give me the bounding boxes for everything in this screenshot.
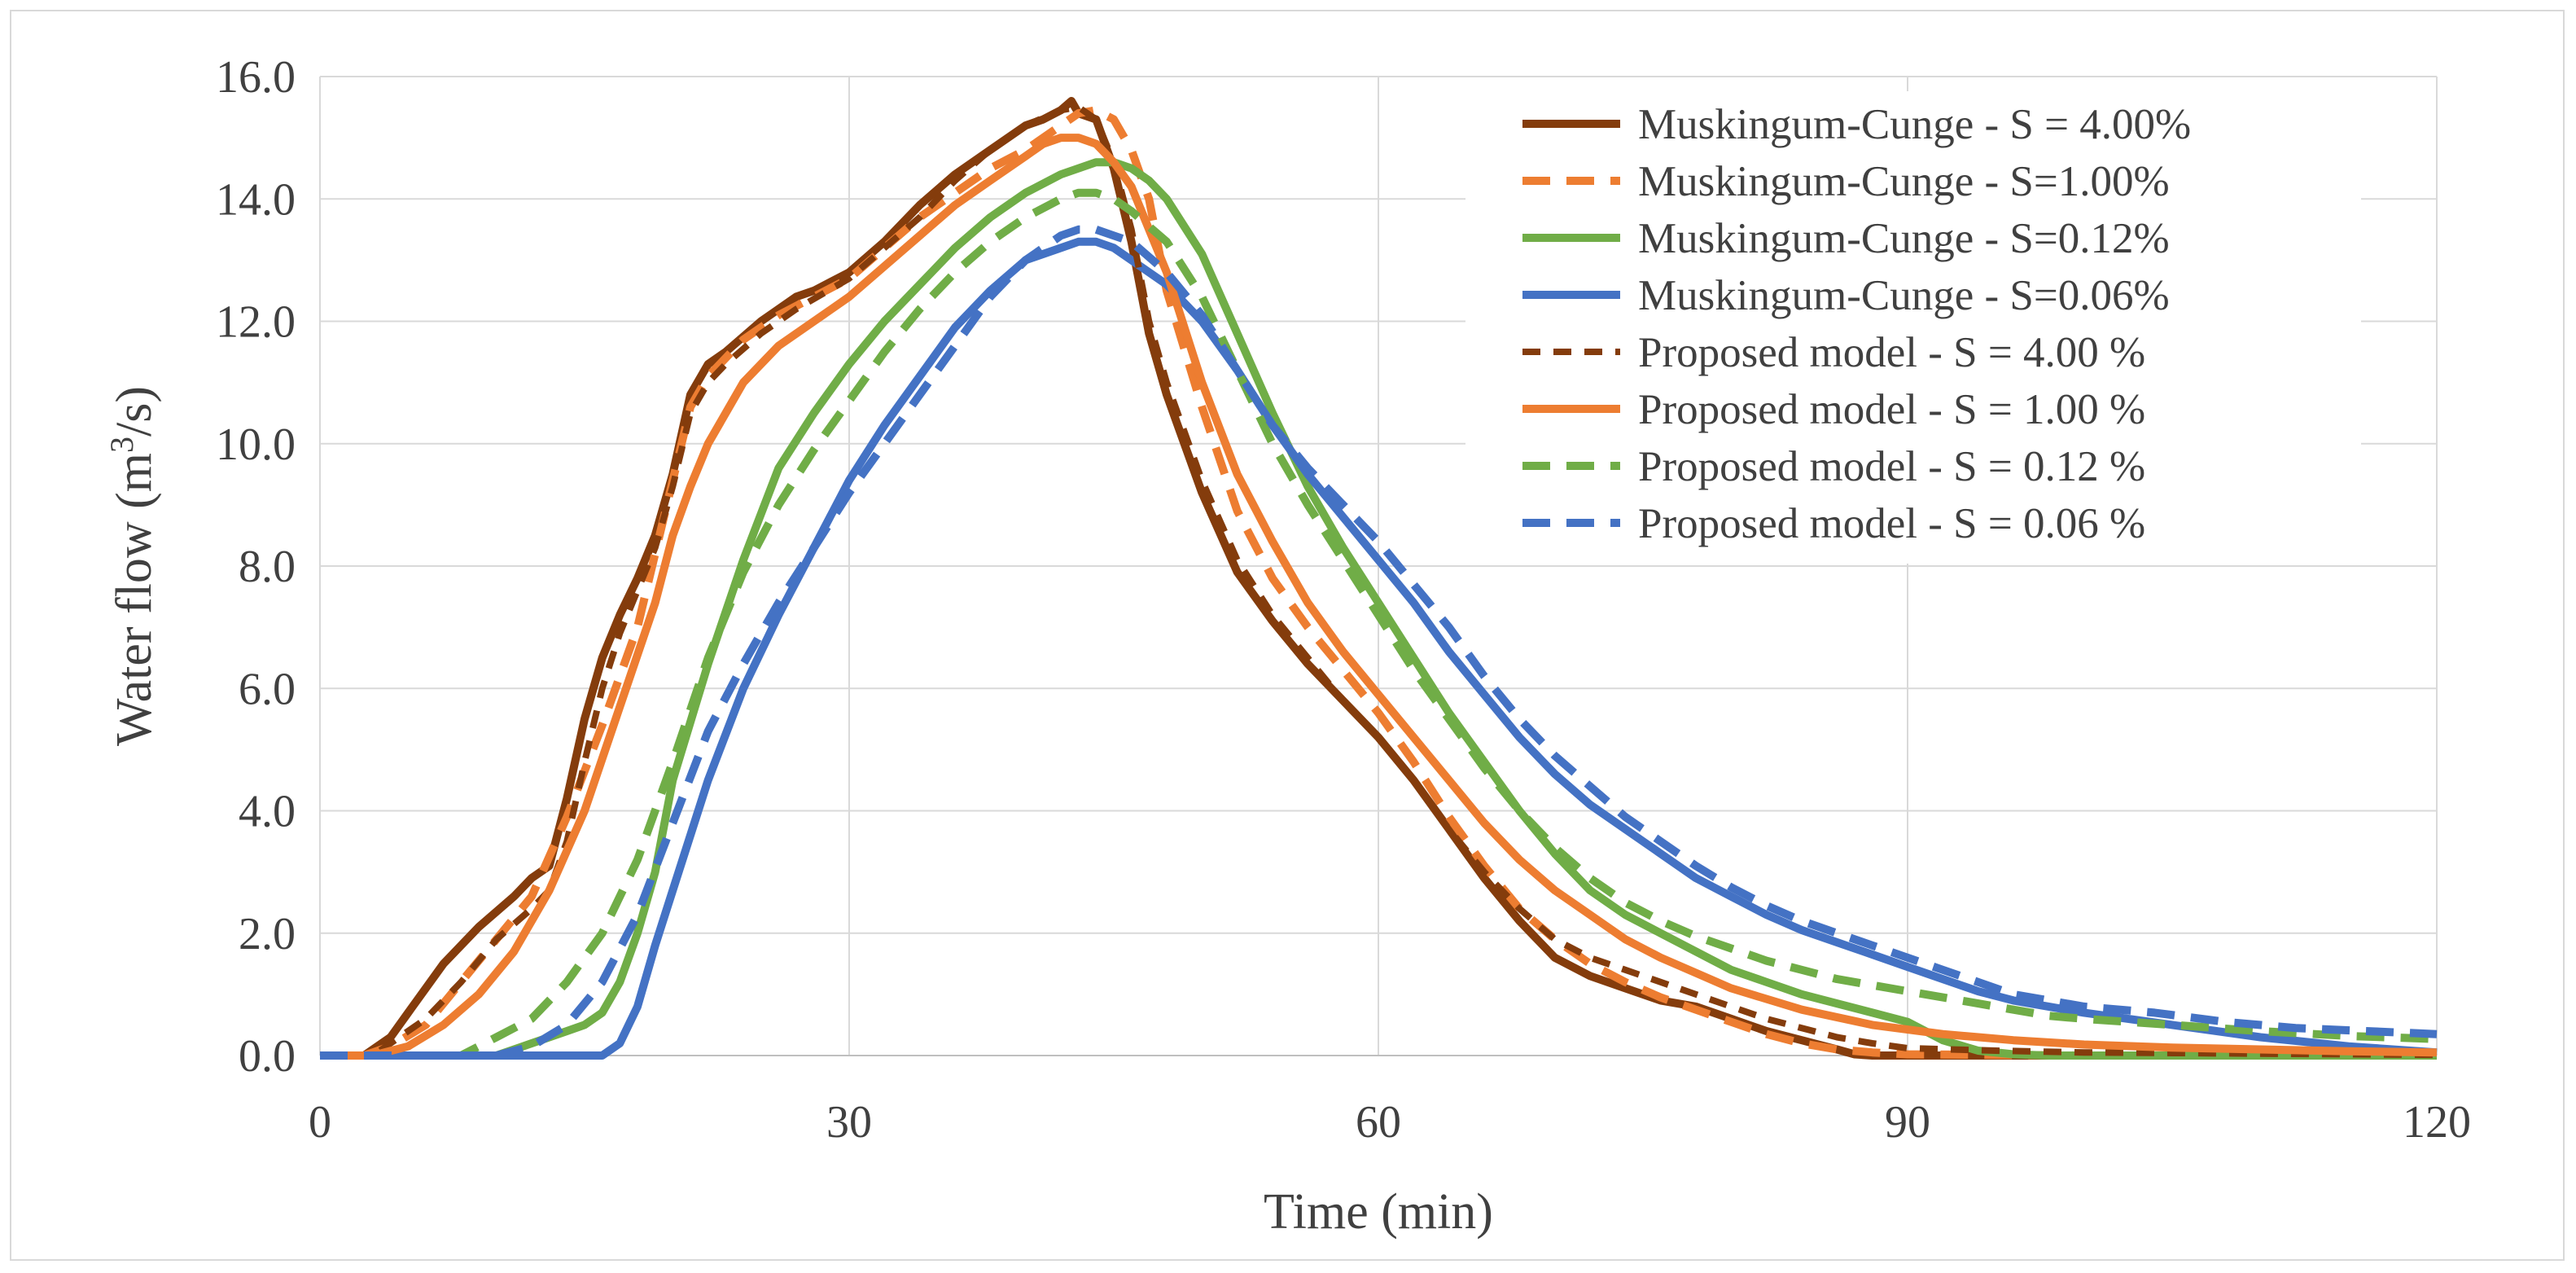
y-axis-title: Water flow (m3/s): [103, 386, 162, 746]
y-tick-label: 6.0: [239, 664, 296, 714]
y-tick-label: 8.0: [239, 542, 296, 592]
series-line-8: [320, 225, 2438, 1060]
x-tick-label: 30: [826, 1097, 872, 1148]
legend-label: Proposed model - S = 0.06 %: [1638, 500, 2145, 547]
legend-label: Muskingum-Cunge - S = 4.00%: [1638, 101, 2191, 148]
x-tick-label: 90: [1885, 1097, 1930, 1148]
legend-label: Muskingum-Cunge - S=0.06%: [1638, 272, 2170, 319]
x-axis-title: Time (min): [1264, 1184, 1493, 1240]
legend-label: Proposed model - S = 1.00 %: [1638, 386, 2145, 433]
y-tick-label: 10.0: [216, 419, 296, 470]
x-tick-label: 60: [1356, 1097, 1401, 1148]
y-tick-label: 0.0: [239, 1031, 296, 1082]
series-line-5: [320, 103, 2438, 1059]
y-tick-label: 12.0: [216, 297, 296, 348]
series-line-3: [320, 158, 2437, 1060]
y-tick-label: 16.0: [216, 52, 296, 103]
y-tick-label: 4.0: [239, 787, 296, 837]
series-line-2: [320, 106, 2437, 1060]
y-axis-title-suffix: /s): [107, 386, 162, 437]
legend-label: Muskingum-Cunge - S=0.12%: [1638, 215, 2170, 262]
x-tick-label: 0: [309, 1097, 331, 1148]
legend: Muskingum-Cunge - S = 4.00% Muskingum-Cun…: [1465, 91, 2361, 564]
y-axis-title-prefix: Water flow (m: [107, 453, 162, 746]
legend-label: Proposed model - S = 0.12 %: [1638, 443, 2145, 490]
y-tick-label: 14.0: [216, 174, 296, 225]
series-lines: [320, 97, 2438, 1060]
y-tick-label: 2.0: [239, 909, 296, 959]
series-line-7: [320, 188, 2438, 1060]
tick-labels: 0.0 2.0 4.0 6.0 8.0 10.0 12.0 14.0 16.0 0 30 60 90 12…: [216, 52, 2471, 1148]
series-line-6: [320, 134, 2438, 1060]
y-axis-title-sup: 3: [103, 437, 140, 453]
legend-label: Proposed model - S = 4.00 %: [1638, 329, 2145, 376]
legend-background: [1465, 91, 2361, 564]
legend-label: Muskingum-Cunge - S=1.00%: [1638, 158, 2170, 205]
x-tick-label: 120: [2403, 1097, 2471, 1148]
